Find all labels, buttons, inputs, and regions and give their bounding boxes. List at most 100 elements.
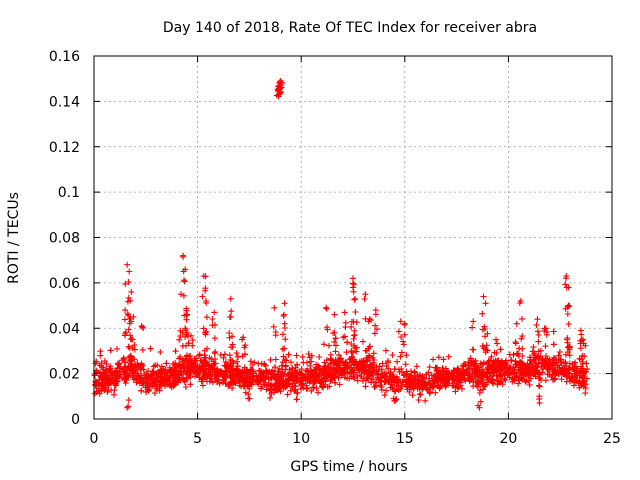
data-point xyxy=(372,311,379,318)
data-point xyxy=(151,379,158,386)
data-point xyxy=(419,384,426,391)
data-point xyxy=(457,379,464,386)
data-point xyxy=(377,382,384,389)
data-point xyxy=(168,383,175,390)
data-point xyxy=(526,381,533,388)
data-point xyxy=(124,261,131,268)
data-point xyxy=(488,353,495,360)
data-point xyxy=(310,379,317,386)
data-point xyxy=(129,367,136,374)
data-point xyxy=(450,382,457,389)
y-tick-label: 0.06 xyxy=(49,276,80,292)
data-point xyxy=(341,333,348,340)
data-point xyxy=(169,377,176,384)
data-point xyxy=(348,364,354,371)
data-point xyxy=(189,342,196,349)
data-point xyxy=(243,375,250,382)
data-point xyxy=(211,335,218,342)
data-point xyxy=(514,350,520,357)
data-point xyxy=(558,376,565,383)
data-point xyxy=(578,337,585,344)
data-point xyxy=(286,372,293,379)
data-point xyxy=(127,353,134,360)
data-point xyxy=(578,331,585,338)
data-point xyxy=(125,403,132,410)
data-point xyxy=(353,319,360,326)
data-point xyxy=(361,296,368,302)
data-point xyxy=(227,313,234,320)
data-point xyxy=(443,379,450,386)
data-point xyxy=(533,367,540,374)
data-point xyxy=(183,375,190,382)
data-point xyxy=(288,359,294,366)
x-axis-label: GPS time / hours xyxy=(290,459,407,475)
data-point xyxy=(544,329,551,335)
data-point xyxy=(514,360,521,367)
data-point xyxy=(323,357,330,364)
data-point xyxy=(535,360,542,366)
data-point xyxy=(382,378,389,385)
data-point xyxy=(334,367,341,374)
data-point xyxy=(268,391,275,397)
y-tick-label: 0.16 xyxy=(49,49,80,65)
data-point xyxy=(511,369,518,376)
data-point xyxy=(566,366,573,373)
data-point xyxy=(127,332,134,339)
data-point xyxy=(344,375,351,382)
data-point xyxy=(414,373,420,380)
data-point xyxy=(333,342,339,349)
data-point xyxy=(560,371,567,378)
data-point xyxy=(341,368,348,375)
data-point xyxy=(398,383,405,390)
data-point xyxy=(281,345,288,352)
data-point xyxy=(571,379,578,386)
data-point xyxy=(279,369,286,376)
data-point xyxy=(352,295,359,302)
data-point xyxy=(521,371,528,378)
data-point xyxy=(519,353,526,359)
data-point xyxy=(111,387,118,394)
data-point xyxy=(578,356,585,363)
y-tick-label: 0.08 xyxy=(49,231,80,247)
data-point xyxy=(226,352,233,359)
data-point xyxy=(416,379,422,386)
data-point xyxy=(343,365,349,372)
data-point xyxy=(389,372,396,379)
data-point xyxy=(366,353,373,360)
data-point xyxy=(522,367,529,374)
data-point xyxy=(342,359,349,366)
data-point xyxy=(183,342,189,349)
data-point xyxy=(459,367,466,374)
data-point xyxy=(351,296,358,303)
data-point xyxy=(181,363,188,370)
data-point xyxy=(378,386,385,393)
data-point xyxy=(471,361,477,368)
data-point xyxy=(299,380,306,387)
x-tick-label: 0 xyxy=(90,431,99,447)
data-point xyxy=(332,348,339,355)
data-point xyxy=(474,375,481,381)
data-point xyxy=(435,354,442,361)
data-point xyxy=(484,379,491,386)
data-point xyxy=(321,366,328,373)
data-point xyxy=(122,380,129,387)
data-point xyxy=(529,366,536,373)
data-point xyxy=(125,326,132,333)
data-point xyxy=(480,361,487,368)
data-point xyxy=(510,369,517,376)
data-point xyxy=(171,371,178,378)
data-point xyxy=(362,383,369,390)
data-point xyxy=(405,376,412,383)
data-point xyxy=(213,368,219,375)
data-point xyxy=(307,362,313,369)
data-point xyxy=(569,373,576,380)
data-point xyxy=(124,404,131,411)
data-point xyxy=(120,366,127,373)
x-tick-label: 5 xyxy=(193,431,202,447)
data-point xyxy=(477,398,484,405)
data-point xyxy=(192,368,198,375)
data-point xyxy=(159,377,166,384)
data-point xyxy=(293,352,300,359)
data-point xyxy=(180,268,187,275)
data-point xyxy=(427,384,434,391)
